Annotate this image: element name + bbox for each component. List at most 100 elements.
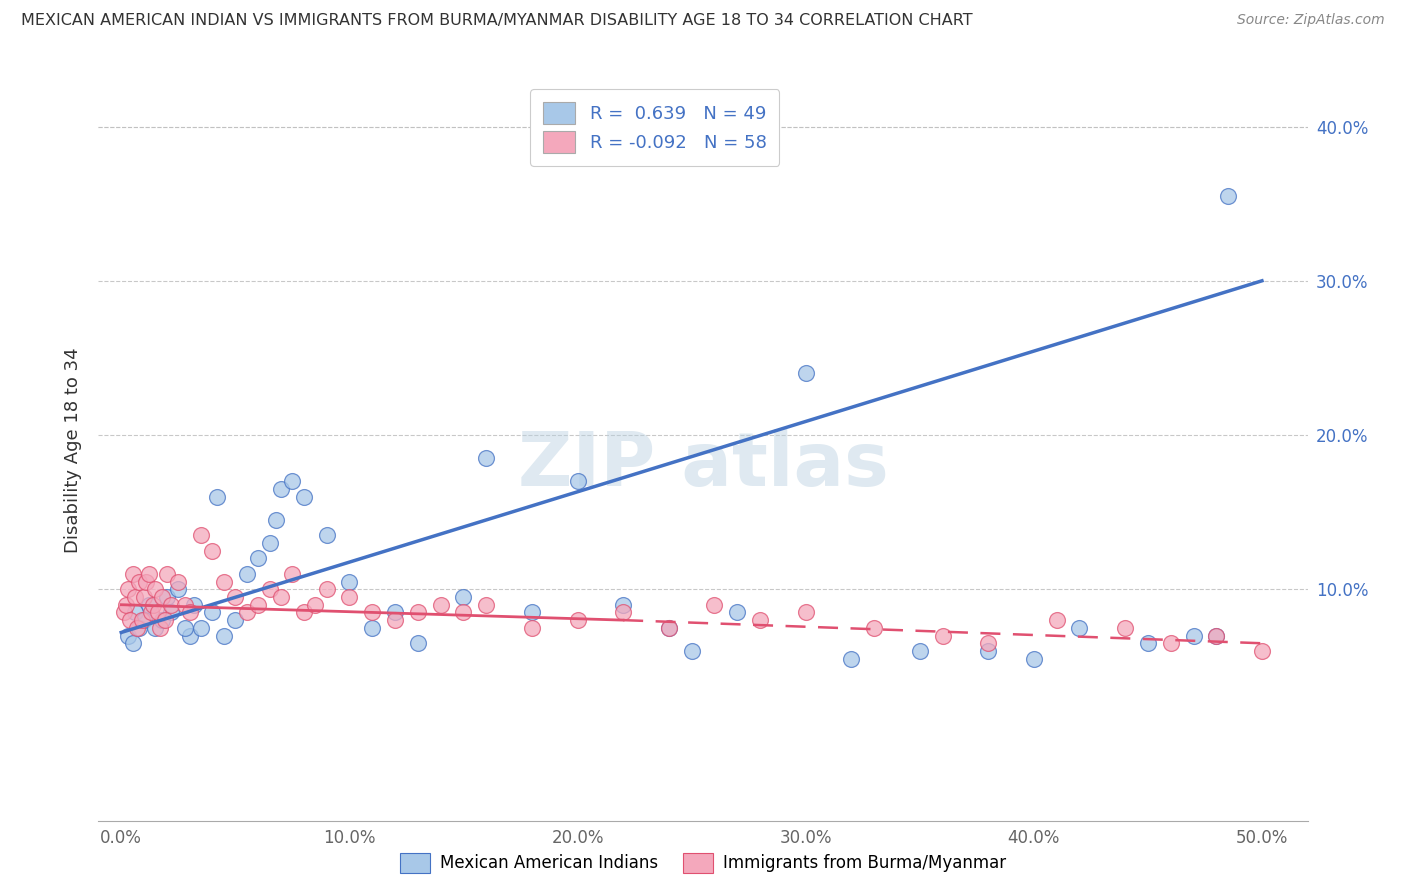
Point xyxy=(292,490,315,504)
Point xyxy=(135,574,157,589)
Point xyxy=(131,613,153,627)
Point xyxy=(174,598,197,612)
Point xyxy=(224,613,246,627)
Point xyxy=(160,598,183,612)
Text: MEXICAN AMERICAN INDIAN VS IMMIGRANTS FROM BURMA/MYANMAR DISABILITY AGE 18 TO 34: MEXICAN AMERICAN INDIAN VS IMMIGRANTS FR… xyxy=(21,13,973,29)
Point xyxy=(167,574,190,589)
Point xyxy=(259,536,281,550)
Text: ZIP atlas: ZIP atlas xyxy=(517,429,889,502)
Point xyxy=(725,606,748,620)
Point xyxy=(138,598,160,612)
Point xyxy=(128,574,150,589)
Point xyxy=(117,629,139,643)
Point xyxy=(174,621,197,635)
Point xyxy=(384,606,406,620)
Point xyxy=(794,367,817,381)
Point xyxy=(304,598,326,612)
Point xyxy=(977,636,1000,650)
Point xyxy=(201,543,224,558)
Point xyxy=(429,598,451,612)
Point xyxy=(149,621,172,635)
Point xyxy=(839,651,862,665)
Point xyxy=(247,551,270,566)
Point xyxy=(145,582,167,597)
Y-axis label: Disability Age 18 to 34: Disability Age 18 to 34 xyxy=(65,348,83,553)
Point xyxy=(179,606,201,620)
Point xyxy=(127,621,149,635)
Point xyxy=(132,590,155,604)
Point xyxy=(259,582,281,597)
Point xyxy=(794,606,817,620)
Point xyxy=(138,566,160,581)
Point xyxy=(1182,629,1205,643)
Point xyxy=(150,590,173,604)
Point xyxy=(142,598,165,612)
Point xyxy=(1022,651,1045,665)
Point xyxy=(863,621,886,635)
Text: Source: ZipAtlas.com: Source: ZipAtlas.com xyxy=(1237,13,1385,28)
Point xyxy=(201,606,224,620)
Point xyxy=(703,598,725,612)
Point xyxy=(567,613,589,627)
Point xyxy=(658,621,681,635)
Point xyxy=(150,613,173,627)
Point xyxy=(121,636,143,650)
Point xyxy=(281,566,304,581)
Point xyxy=(190,528,212,542)
Point xyxy=(520,621,543,635)
Point xyxy=(120,613,142,627)
Point xyxy=(475,451,498,466)
Point xyxy=(612,606,634,620)
Point xyxy=(139,606,162,620)
Legend: Mexican American Indians, Immigrants from Burma/Myanmar: Mexican American Indians, Immigrants fro… xyxy=(394,847,1012,880)
Point xyxy=(132,613,155,627)
Point xyxy=(183,598,205,612)
Point xyxy=(1205,629,1227,643)
Point xyxy=(567,475,589,489)
Point xyxy=(1216,189,1239,203)
Point xyxy=(156,590,179,604)
Point xyxy=(1114,621,1136,635)
Point xyxy=(114,598,136,612)
Point xyxy=(1251,644,1274,658)
Point xyxy=(145,621,167,635)
Point xyxy=(931,629,953,643)
Point xyxy=(977,644,1000,658)
Point xyxy=(908,644,931,658)
Point xyxy=(337,574,360,589)
Point xyxy=(315,582,337,597)
Legend: R =  0.639   N = 49, R = -0.092   N = 58: R = 0.639 N = 49, R = -0.092 N = 58 xyxy=(530,89,779,166)
Point xyxy=(167,582,190,597)
Point xyxy=(406,636,429,650)
Point xyxy=(337,590,360,604)
Point xyxy=(212,574,235,589)
Point xyxy=(121,566,143,581)
Point xyxy=(315,528,337,542)
Point xyxy=(146,606,169,620)
Point xyxy=(453,590,475,604)
Point xyxy=(247,598,270,612)
Point xyxy=(475,598,498,612)
Point xyxy=(1205,629,1227,643)
Point xyxy=(1160,636,1182,650)
Point xyxy=(1069,621,1091,635)
Point xyxy=(361,621,384,635)
Point xyxy=(153,613,176,627)
Point xyxy=(612,598,634,612)
Point xyxy=(224,590,246,604)
Point xyxy=(453,606,475,620)
Point xyxy=(658,621,681,635)
Point xyxy=(117,582,139,597)
Point xyxy=(179,629,201,643)
Point xyxy=(361,606,384,620)
Point xyxy=(160,606,183,620)
Point xyxy=(212,629,235,643)
Point xyxy=(190,621,212,635)
Point xyxy=(124,590,146,604)
Point xyxy=(156,566,179,581)
Point xyxy=(1136,636,1159,650)
Point xyxy=(292,606,315,620)
Point xyxy=(266,513,288,527)
Point xyxy=(1046,613,1069,627)
Point xyxy=(112,606,135,620)
